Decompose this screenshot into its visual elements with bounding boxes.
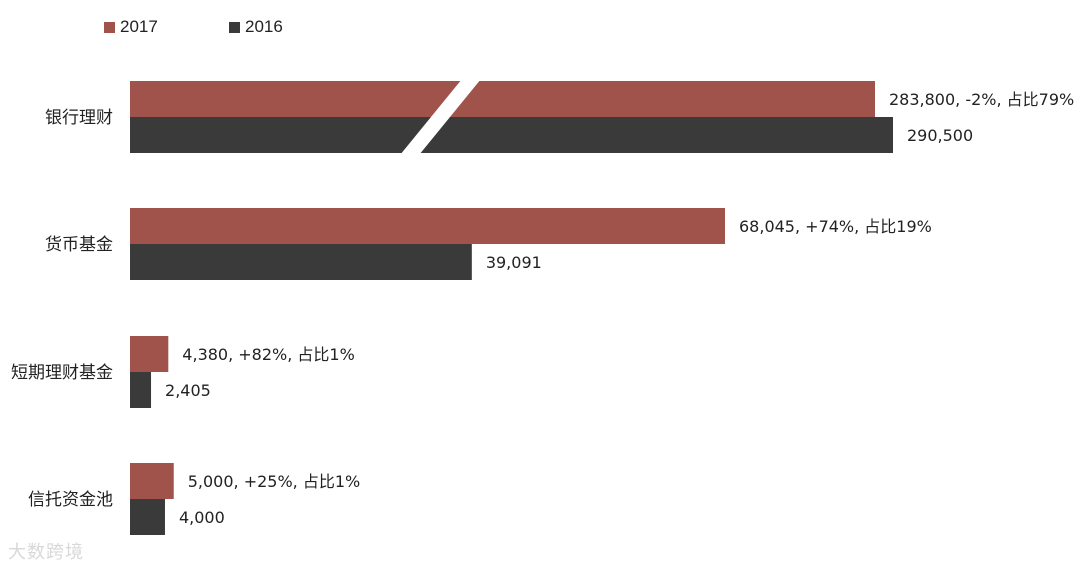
bar-2017-cat1	[130, 208, 725, 244]
bar-2016-cat3	[130, 499, 165, 535]
data-label-2017-cat0: 283,800, -2%, 占比79%	[889, 90, 1074, 109]
legend-swatch-2016	[229, 21, 240, 33]
bar-2016-cat2	[130, 372, 152, 408]
data-label-2016-cat2: 2,405	[165, 381, 211, 400]
data-label-2016-cat3: 4,000	[179, 508, 225, 527]
category-label-cat3: 信托资金池	[28, 490, 113, 510]
category-label-cat1: 货币基金	[45, 235, 113, 255]
legend-label-2017: 2017	[120, 17, 158, 36]
axis-break-mark	[400, 79, 481, 155]
bar-2017-cat3	[130, 463, 174, 499]
legend-item-2016: 2016	[229, 17, 283, 37]
data-label-2017-cat1: 68,045, +74%, 占比19%	[739, 217, 932, 236]
legend-label-2016: 2016	[245, 17, 283, 36]
data-label-2016-cat1: 39,091	[486, 253, 542, 272]
bar-2016-cat0	[130, 117, 893, 153]
data-label-2017-cat2: 4,380, +82%, 占比1%	[182, 345, 355, 364]
bar-2017-cat0	[130, 81, 875, 117]
bar-2017-cat2	[130, 336, 169, 372]
watermark: 大数跨境	[8, 542, 84, 563]
category-label-cat2: 短期理财基金	[11, 363, 113, 383]
legend-swatch-2017	[104, 21, 115, 33]
category-label-cat0: 银行理财	[45, 108, 113, 128]
legend-item-2017: 2017	[104, 17, 158, 37]
bar-2016-cat1	[130, 244, 472, 280]
data-label-2016-cat0: 290,500	[907, 126, 973, 145]
data-label-2017-cat3: 5,000, +25%, 占比1%	[188, 472, 361, 491]
